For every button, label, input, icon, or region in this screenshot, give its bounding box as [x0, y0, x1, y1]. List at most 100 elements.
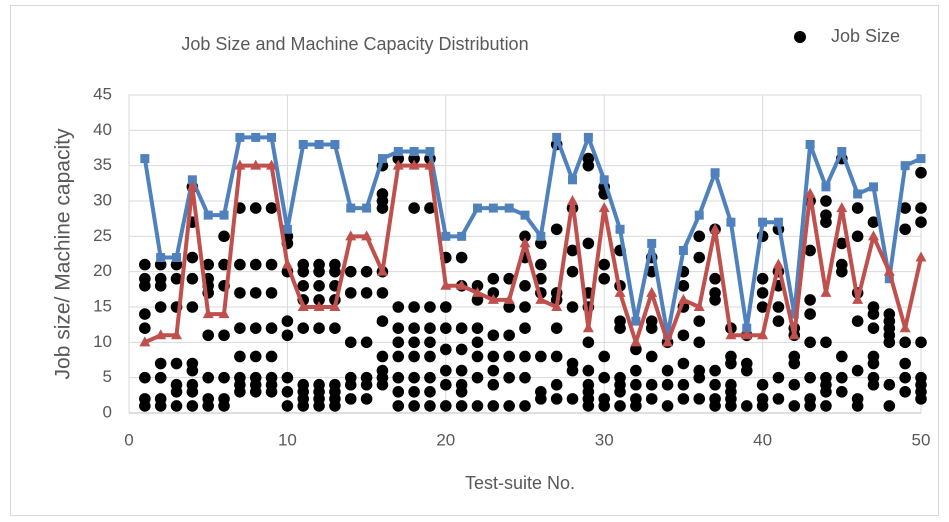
- scatter-point: [329, 378, 341, 391]
- scatter-point: [313, 280, 325, 292]
- scatter-point: [392, 350, 405, 363]
- scatter-point: [630, 378, 642, 391]
- scatter-point: [376, 315, 389, 327]
- line-marker: [362, 203, 372, 213]
- line-marker: [219, 210, 229, 220]
- scatter-point: [265, 287, 278, 299]
- scatter-point: [471, 322, 484, 335]
- line-marker: [536, 231, 546, 241]
- scatter-point: [234, 350, 246, 363]
- scatter-point: [709, 378, 721, 391]
- scatter-point: [772, 301, 785, 313]
- line-marker: [915, 251, 927, 262]
- scatter-point: [756, 393, 769, 405]
- scatter-point: [709, 272, 721, 285]
- scatter-point: [249, 371, 262, 384]
- line-marker: [726, 217, 736, 227]
- scatter-point: [424, 301, 436, 313]
- line-marker: [235, 132, 245, 142]
- scatter-point: [566, 265, 579, 278]
- scatter-point: [899, 336, 911, 349]
- scatter-point: [582, 336, 595, 349]
- scatter-point: [281, 371, 294, 384]
- scatter-point: [915, 202, 927, 214]
- scatter-point: [392, 371, 405, 384]
- scatter-point: [566, 357, 579, 370]
- scatter-point: [218, 393, 230, 405]
- line-marker: [599, 175, 609, 185]
- line-marker: [266, 159, 278, 170]
- scatter-point: [899, 202, 911, 214]
- scatter-point: [265, 258, 278, 271]
- line-marker: [329, 301, 341, 311]
- scatter-point: [186, 378, 199, 391]
- y-axis-label: Job size/ Machine capacity: [52, 128, 75, 379]
- scatter-point: [598, 371, 610, 384]
- scatter-point: [519, 350, 531, 363]
- scatter-point: [867, 371, 880, 384]
- scatter-point: [408, 202, 420, 214]
- x-tick-label: 20: [436, 430, 455, 449]
- scatter-point: [281, 329, 294, 342]
- scatter-point: [503, 272, 515, 285]
- scatter-point: [313, 258, 325, 271]
- scatter-point: [487, 287, 500, 299]
- scatter-point: [756, 301, 769, 313]
- x-tick-label: 0: [124, 430, 133, 449]
- scatter-point: [249, 202, 262, 214]
- scatter-point: [598, 393, 610, 405]
- scatter-point: [820, 209, 832, 221]
- scatter-point: [645, 315, 658, 327]
- scatter-point: [693, 251, 706, 264]
- scatter-point: [455, 378, 468, 391]
- scatter-point: [487, 378, 500, 391]
- scatter-point: [455, 251, 468, 264]
- scatter-point: [344, 336, 357, 349]
- scatter-point: [408, 322, 420, 335]
- scatter-point: [424, 386, 436, 398]
- scatter-point: [139, 393, 151, 405]
- scatter-point: [915, 216, 927, 228]
- scatter-point: [740, 400, 753, 412]
- line-marker: [535, 293, 547, 304]
- scatter-point: [550, 350, 563, 363]
- line-marker: [140, 154, 150, 164]
- scatter-point: [281, 400, 294, 412]
- line-marker: [172, 253, 182, 263]
- scatter-point: [265, 371, 278, 384]
- scatter-point: [376, 188, 389, 200]
- line-marker: [663, 330, 673, 340]
- scatter-point: [249, 287, 262, 299]
- scatter-point: [693, 393, 706, 405]
- scatter-point: [661, 400, 674, 412]
- line-marker: [282, 224, 292, 234]
- line-marker: [345, 230, 357, 241]
- line-marker: [441, 231, 451, 241]
- scatter-point: [836, 237, 848, 250]
- scatter-point: [598, 350, 610, 363]
- scatter-point: [440, 378, 452, 391]
- scatter-point: [202, 329, 214, 342]
- line-marker: [772, 258, 784, 269]
- line-marker: [472, 203, 482, 213]
- y-tick-label: 0: [103, 402, 112, 421]
- scatter-point: [487, 400, 500, 412]
- scatter-point: [392, 400, 405, 412]
- scatter-point: [186, 400, 199, 412]
- scatter-point: [804, 336, 816, 349]
- scatter-point: [139, 322, 151, 335]
- scatter-point: [234, 258, 246, 271]
- scatter-point: [899, 223, 911, 236]
- scatter-point: [234, 322, 246, 335]
- line-marker: [551, 301, 563, 311]
- scatter-point: [471, 294, 484, 306]
- scatter-point: [424, 322, 436, 335]
- scatter-point: [408, 350, 420, 363]
- scatter-point: [566, 244, 579, 257]
- line-marker: [156, 253, 166, 263]
- scatter-point: [645, 350, 658, 363]
- scatter-point: [788, 400, 801, 412]
- scatter-point: [392, 336, 405, 349]
- scatter-point: [519, 371, 531, 384]
- scatter-point: [344, 393, 357, 405]
